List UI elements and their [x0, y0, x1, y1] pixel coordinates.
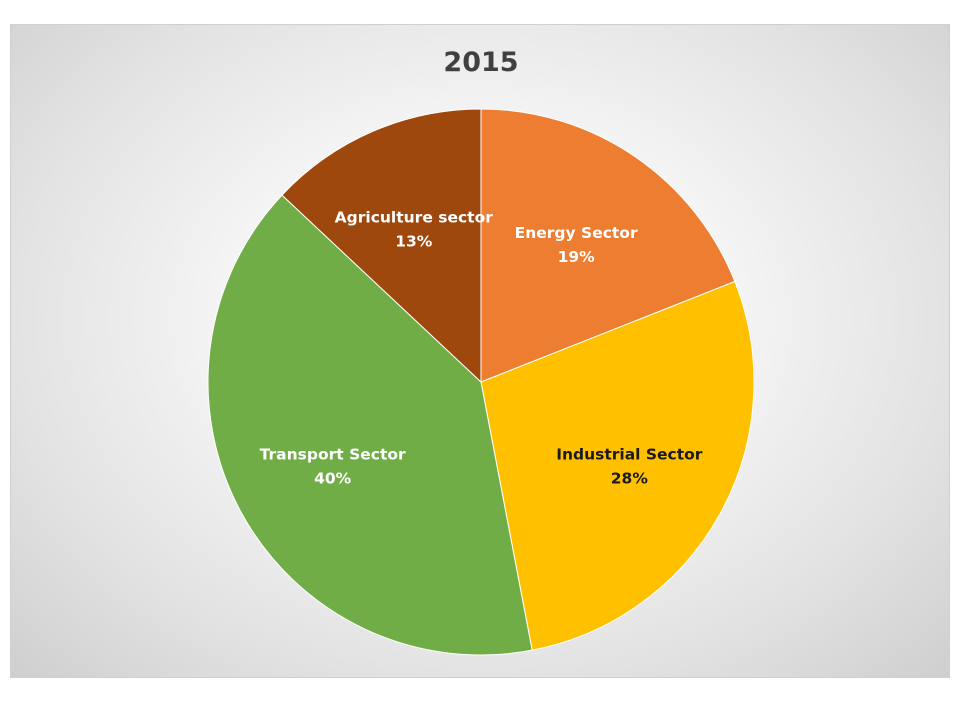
- slice-percent-label: 40%: [314, 470, 352, 488]
- slice-label-agriculture-sector: Agriculture sector 13%: [335, 209, 494, 251]
- pie-slice-transport-sector: [207, 194, 533, 656]
- chart-title: 2015: [443, 47, 519, 78]
- chart-area: 2015 Energy Sector 19% Industrial Sector 28…: [10, 24, 950, 678]
- slice-category-name: Industrial Sector: [556, 446, 703, 464]
- pie-slice-industrial-sector: [480, 280, 755, 651]
- slice-category-name: Agriculture sector: [335, 209, 494, 227]
- slice-percent-label: 19%: [558, 248, 596, 266]
- slice-category-name: Transport Sector: [260, 446, 406, 464]
- pie-slice-agriculture-sector: [281, 108, 482, 384]
- slice-percent-label: 28%: [611, 470, 649, 488]
- slice-label-transport-sector: Transport Sector 40%: [260, 446, 406, 488]
- pie-slice-energy-sector: [480, 108, 736, 383]
- slice-label-energy-sector: Energy Sector 19%: [515, 224, 638, 266]
- slice-category-name: Energy Sector: [515, 224, 638, 242]
- slice-label-industrial-sector: Industrial Sector 28%: [556, 446, 703, 488]
- pie-chart: Energy Sector 19% Industrial Sector 28% Tran…: [207, 108, 755, 656]
- slice-percent-label: 13%: [395, 233, 433, 251]
